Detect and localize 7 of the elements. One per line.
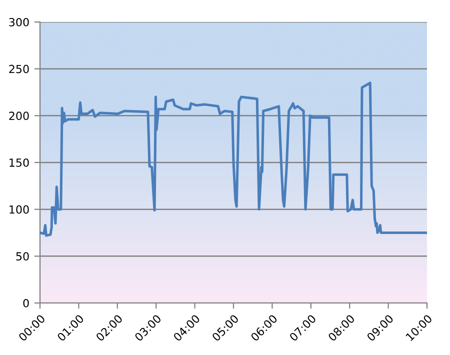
y-tick-label: 100 [10, 205, 29, 214]
y-tick-label: 250 [9, 64, 29, 74]
y-tick-label: 150 [10, 158, 29, 167]
y-tick-label: 300 [9, 18, 29, 26]
y-tick-label: 0 [23, 298, 29, 308]
y-tick-label: 50 [16, 252, 29, 261]
y-tick-label: 200 [9, 112, 29, 120]
